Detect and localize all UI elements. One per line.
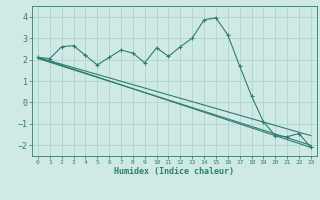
X-axis label: Humidex (Indice chaleur): Humidex (Indice chaleur) bbox=[115, 167, 234, 176]
